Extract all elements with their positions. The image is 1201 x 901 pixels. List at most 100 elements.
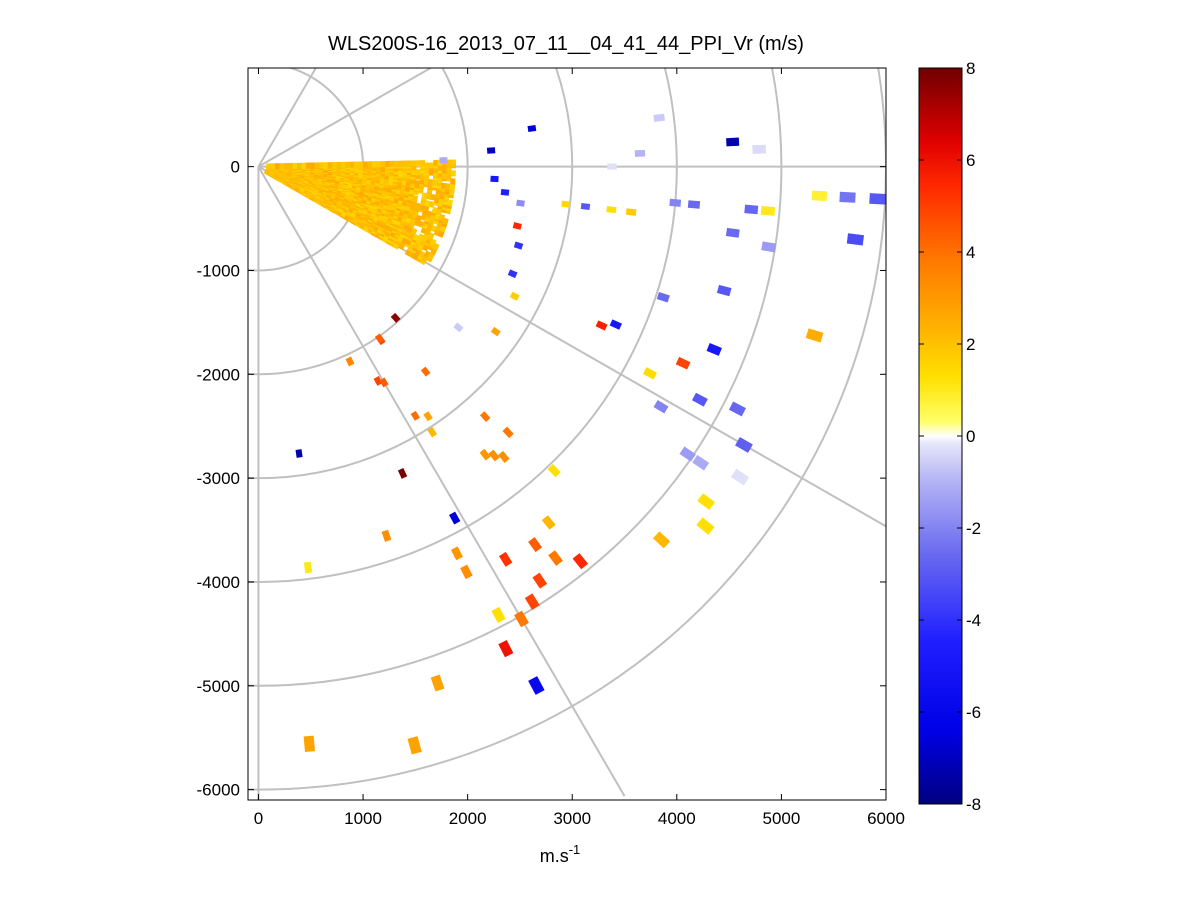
- velocity-cell: [687, 200, 701, 209]
- velocity-cell: [561, 200, 571, 208]
- velocity-cell: [528, 676, 545, 695]
- cluster-cell: [380, 160, 386, 168]
- velocity-cell: [656, 291, 670, 303]
- cluster-cell: [332, 161, 338, 169]
- grid-ring: [248, 68, 574, 480]
- cluster-cell: [301, 162, 307, 169]
- y-tick-label: -3000: [197, 469, 240, 488]
- colorbar-tick-label: 8: [966, 59, 975, 78]
- y-tick-label: -1000: [197, 261, 240, 280]
- cluster-cell: [349, 161, 355, 168]
- x-tick-label: 4000: [658, 809, 696, 828]
- cluster-cell: [428, 162, 434, 169]
- cluster-cell: [442, 217, 449, 225]
- cluster-cell: [336, 161, 342, 169]
- velocity-cell: [430, 674, 445, 692]
- cluster-cell: [319, 162, 325, 169]
- velocity-cell: [735, 436, 753, 453]
- velocity-cell: [486, 147, 496, 154]
- velocity-cell: [548, 550, 563, 566]
- near-field-cluster: [263, 159, 456, 266]
- cluster-cell: [354, 161, 360, 168]
- cluster-cell: [440, 182, 447, 190]
- cluster-cell: [402, 160, 408, 167]
- velocity-cell: [547, 463, 561, 478]
- cluster-cell: [345, 161, 351, 168]
- velocity-cell: [730, 468, 750, 486]
- cluster-cell: [292, 162, 298, 169]
- velocity-cell: [642, 367, 658, 380]
- cluster-cell: [358, 161, 364, 168]
- velocity-cell: [490, 326, 501, 337]
- velocity-cell: [595, 320, 608, 331]
- velocity-cell: [716, 284, 732, 297]
- velocity-cell: [532, 572, 548, 589]
- colorbar-tick-label: 0: [966, 427, 975, 446]
- cluster-cell: [283, 163, 290, 170]
- velocity-cell: [460, 564, 473, 580]
- velocity-cell: [507, 269, 518, 279]
- velocity-cell: [541, 515, 556, 530]
- velocity-cell: [502, 426, 514, 439]
- cluster-cell: [384, 160, 391, 168]
- colorbar-ticks: 8 6 4 2 0 -2 -4 -6 -8: [919, 59, 981, 814]
- cluster-cell: [434, 192, 441, 199]
- velocity-cell: [696, 517, 715, 535]
- x-tick-label: 0: [254, 809, 263, 828]
- y-tick-label: -5000: [197, 677, 240, 696]
- grid-ring: [248, 68, 783, 687]
- cluster-cell: [421, 192, 428, 200]
- colorbar-tick-label: 6: [966, 151, 975, 170]
- velocity-cell: [450, 546, 463, 561]
- velocity-cell: [527, 124, 537, 133]
- y-axis: 0 -1000 -2000 -3000 -4000 -5000 -6000: [197, 158, 886, 800]
- velocity-cell: [512, 222, 522, 230]
- cluster-cell: [424, 162, 430, 169]
- velocity-cell: [625, 208, 637, 216]
- velocity-cell: [374, 333, 385, 344]
- velocity-cell: [500, 188, 510, 196]
- cluster-cell: [393, 160, 399, 167]
- cluster-cell: [442, 164, 448, 171]
- x-tick-label: 2000: [449, 809, 487, 828]
- cluster-cell: [420, 160, 426, 167]
- colorbar-tick-label: -8: [966, 795, 981, 814]
- cluster-cell: [450, 170, 456, 177]
- colorbar-tick-label: 2: [966, 335, 975, 354]
- cluster-cell: [376, 161, 382, 168]
- velocity-cell: [679, 446, 696, 462]
- velocity-cell: [407, 736, 422, 755]
- axes-frame: [247, 67, 887, 801]
- cluster-cell: [297, 162, 303, 169]
- polar-grid: [248, 68, 886, 800]
- velocity-cells: [295, 113, 886, 755]
- cluster-cell: [437, 164, 443, 171]
- x-tick-label: 1000: [344, 809, 382, 828]
- velocity-cell: [752, 144, 766, 154]
- cluster-cell: [427, 232, 435, 240]
- velocity-cell: [653, 113, 665, 122]
- velocity-cell: [479, 448, 491, 461]
- cluster-cell: [314, 162, 320, 169]
- velocity-cell: [728, 401, 746, 417]
- y-tick-label: 0: [231, 158, 240, 177]
- velocity-cell: [869, 193, 886, 205]
- cluster-cell: [389, 160, 395, 167]
- velocity-cell: [653, 400, 669, 414]
- velocity-cell: [606, 206, 617, 214]
- velocity-cell: [692, 454, 710, 471]
- velocity-cell: [669, 198, 682, 207]
- velocity-cell: [580, 202, 591, 211]
- cluster-cell: [411, 195, 419, 202]
- cluster-cell: [371, 161, 377, 168]
- cluster-cell: [446, 159, 452, 166]
- cluster-cell: [367, 161, 373, 168]
- cluster-cell: [415, 169, 421, 176]
- velocity-cell: [498, 551, 513, 567]
- cluster-cell: [398, 160, 404, 167]
- x-axis: 0 1000 2000 3000 4000 5000 6000: [254, 68, 905, 828]
- cluster-cell: [418, 250, 426, 259]
- velocity-cell: [634, 149, 646, 157]
- cluster-cell: [341, 161, 347, 168]
- cluster-cell: [424, 173, 430, 181]
